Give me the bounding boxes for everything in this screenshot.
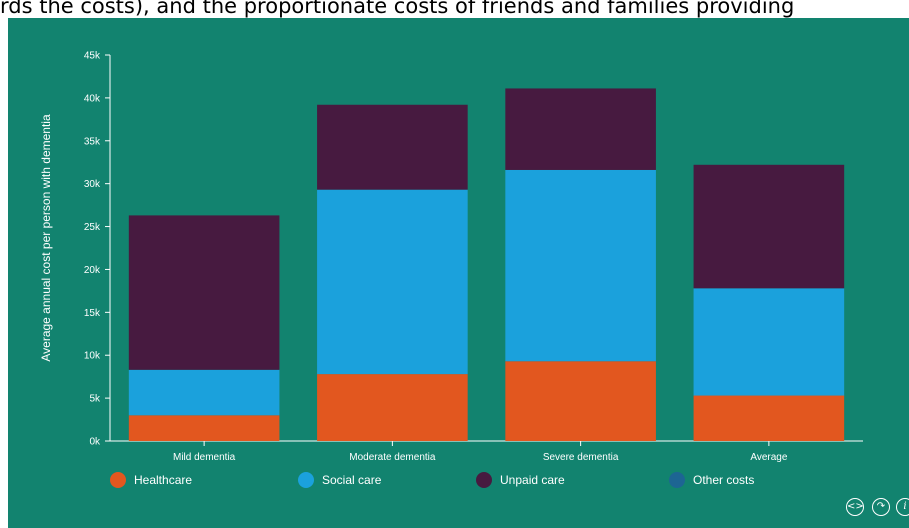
bar-segment-unpaid-care [505, 88, 656, 170]
bar-segment-social-care [693, 288, 845, 396]
y-tick-label: 15k [84, 308, 101, 319]
legend-swatch [669, 472, 685, 488]
y-axis-label: Average annual cost per person with deme… [39, 114, 53, 362]
y-tick-label: 30k [84, 179, 101, 190]
bar-segment-healthcare [505, 361, 656, 441]
legend-item[interactable]: Unpaid care [476, 472, 565, 488]
y-tick-label: 10k [84, 351, 101, 362]
y-tick-label: 20k [84, 265, 101, 276]
code-icon[interactable]: <> [846, 498, 864, 516]
share-icon[interactable]: ↷ [872, 498, 890, 516]
legend-label: Other costs [693, 473, 755, 487]
legend-label: Social care [322, 473, 382, 487]
legend-swatch [298, 472, 314, 488]
y-tick-label: 40k [84, 93, 101, 104]
legend-label: Unpaid care [500, 473, 565, 487]
x-tick-label: Moderate dementia [349, 452, 436, 463]
stacked-bar-chart: Average annual cost per person with deme… [39, 51, 863, 463]
page-text: rds the costs), and the proportionate co… [0, 0, 795, 18]
legend-item[interactable]: Healthcare [110, 472, 192, 488]
legend-swatch [110, 472, 126, 488]
y-tick-label: 5k [89, 394, 101, 405]
x-tick-label: Severe dementia [543, 452, 619, 463]
y-tick-label: 35k [84, 136, 101, 147]
bar-segment-healthcare [693, 395, 845, 441]
bar-segment-unpaid-care [317, 104, 468, 190]
bar-segment-unpaid-care [128, 215, 280, 370]
bar-segment-unpaid-care [693, 164, 845, 289]
y-tick-label: 0k [89, 437, 101, 448]
y-tick-label: 25k [84, 222, 101, 233]
x-tick-label: Average [750, 452, 788, 463]
bar-segment-healthcare [317, 374, 468, 441]
chart-panel: Average annual cost per person with deme… [8, 18, 909, 528]
legend-item[interactable]: Other costs [669, 472, 754, 488]
legend-swatch [476, 472, 492, 488]
bar-segment-healthcare [128, 415, 280, 441]
legend-label: Healthcare [134, 473, 193, 487]
x-tick-label: Mild dementia [173, 452, 236, 463]
legend-item[interactable]: Social care [298, 472, 381, 488]
info-icon[interactable]: i [896, 498, 909, 516]
bar-segment-social-care [505, 169, 656, 362]
bar-segment-social-care [317, 189, 468, 375]
bar-segment-social-care [128, 369, 280, 416]
y-tick-label: 45k [84, 51, 101, 62]
